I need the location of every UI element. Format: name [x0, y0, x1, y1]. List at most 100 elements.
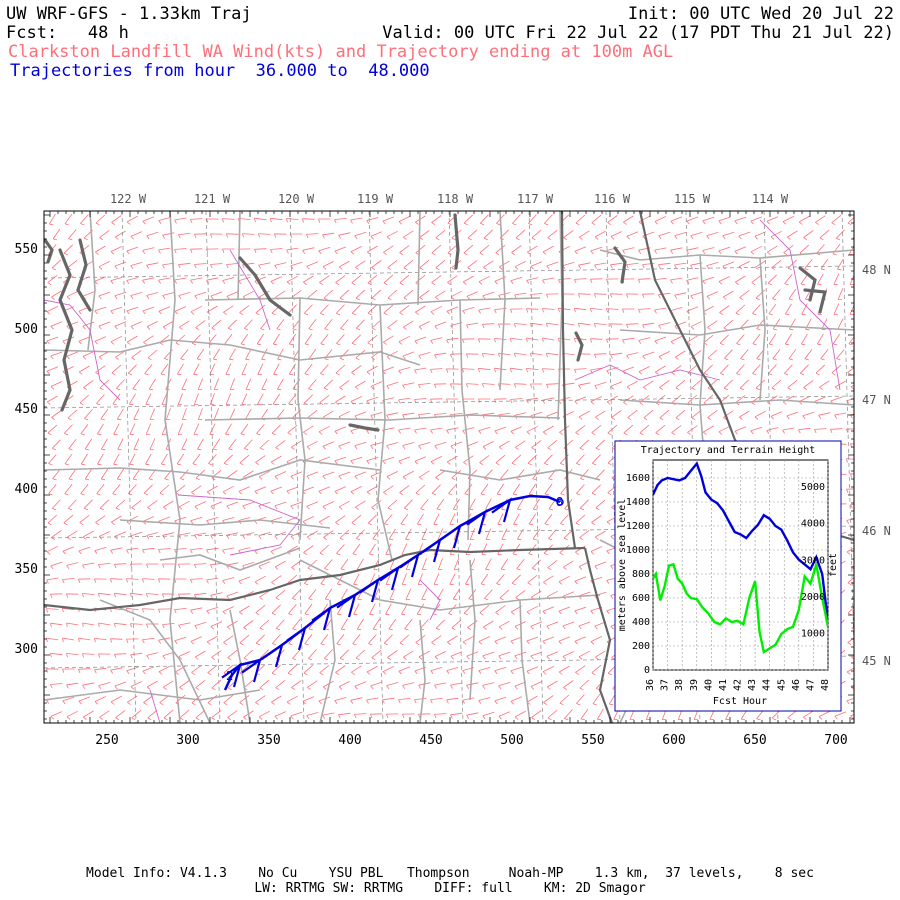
inset-x-tick-label: 40 — [703, 679, 714, 691]
trajectory-arrowhead — [441, 523, 462, 549]
grid-x-tick-label: 300 — [176, 733, 199, 748]
meridian-line — [205, 211, 221, 723]
water-body — [58, 248, 74, 412]
meridian-line — [121, 211, 137, 723]
inset-x-tick-label: 47 — [805, 679, 816, 691]
inset-y-tick-label-m: 1000 — [626, 545, 650, 556]
county-line — [469, 559, 476, 701]
inset-x-tick-label: 36 — [645, 679, 656, 691]
county-line — [229, 609, 251, 723]
inset-x-tick-label: 46 — [791, 679, 802, 691]
trajectory-endpoint — [556, 498, 564, 506]
inset-y-tick-label-m: 0 — [644, 665, 650, 676]
county-line — [377, 304, 393, 561]
longitude-label: 119 W — [357, 192, 394, 206]
grid-x-tick-label: 450 — [419, 733, 442, 748]
inset-title: Trajectory and Terrain Height — [641, 445, 816, 456]
inset-y-ticks-feet: 1000 2000 3000 4000 5000 — [801, 482, 825, 639]
grid-x-tick-label: 250 — [95, 733, 118, 748]
model-info-line: Model Info: V4.1.3 No Cu YSU PBL Thompso… — [86, 866, 814, 881]
inset-x-tick-label: 44 — [762, 679, 773, 691]
trajectory-hours: Trajectories from hour 36.000 to 48.000 — [10, 61, 430, 81]
county-line — [44, 459, 381, 481]
water-body — [798, 266, 817, 302]
water-body — [803, 288, 828, 314]
state-line — [583, 547, 614, 723]
county-line — [237, 211, 241, 301]
latitude-labels: 48 N 47 N 46 N 45 N — [862, 263, 891, 668]
init-time: Init: 00 UTC Wed 20 Jul 22 — [627, 4, 894, 24]
inset-ylabel-right: feet — [828, 553, 839, 577]
inset-x-tick-label: 48 — [820, 679, 831, 691]
county-line — [119, 519, 331, 529]
meridian-line — [763, 211, 779, 723]
county-line — [297, 297, 306, 541]
trajectory-arrowhead — [466, 509, 487, 535]
trajectory-arrowhead — [399, 552, 420, 578]
meridian-line — [368, 211, 384, 723]
trajectory-arrowhead — [311, 605, 332, 631]
trajectory-height-series — [653, 461, 828, 623]
grid-y-tick-label: 350 — [15, 562, 38, 577]
longitude-label: 117 W — [517, 192, 554, 206]
trajectory-end-label: 8 — [556, 495, 563, 509]
inset-xlabel: Fcst Hour — [713, 696, 767, 707]
meridian-line — [605, 211, 621, 723]
latitude-label: 48 N — [862, 263, 891, 277]
longitude-label: 120 W — [278, 192, 315, 206]
county-line — [759, 257, 766, 401]
inset-x-tick-label: 42 — [733, 679, 744, 691]
meridian-line — [289, 211, 305, 723]
road-line — [759, 219, 841, 391]
longitude-label: 115 W — [674, 192, 711, 206]
trajectory-terrain-inset: Trajectory and Terrain Height 36 37 38 39 40… — [614, 440, 842, 712]
county-line — [299, 559, 601, 611]
county-line — [699, 254, 706, 471]
inset-x-tick-label: 39 — [689, 679, 700, 691]
county-line — [44, 339, 421, 366]
inset-y-tick-label-m: 1600 — [626, 473, 650, 484]
inset-ylabel-left: meters above sea level — [617, 499, 628, 631]
grid-y-tick-label: 450 — [15, 402, 38, 417]
terrain-height-series — [653, 562, 828, 654]
inset-y-tick-label-m: 1200 — [626, 521, 650, 532]
longitude-label: 114 W — [752, 192, 789, 206]
county-line — [519, 599, 531, 723]
water-body — [348, 423, 380, 432]
inset-y-tick-label-ft: 3000 — [801, 555, 825, 566]
county-line — [459, 299, 471, 541]
inset-y-tick-label-ft: 1000 — [801, 628, 825, 639]
water-body — [453, 213, 460, 270]
water-body — [44, 238, 54, 264]
inset-y-tick-label-m: 200 — [632, 641, 650, 652]
trajectory-path — [221, 494, 564, 691]
inset-y-tick-label-m: 800 — [632, 569, 650, 580]
map-frame-ticks — [44, 211, 854, 723]
trajectory-arrowhead — [263, 642, 284, 668]
trajectory-arrowhead — [359, 577, 380, 603]
inset-y-ticks-meters: 0 200 400 600 800 1000 1200 1400 1600 — [626, 473, 650, 676]
county-boundaries — [44, 211, 854, 723]
inset-x-ticks: 36 37 38 39 40 41 42 43 44 45 46 47 48 — [645, 679, 831, 691]
grid-x-tick-label: 550 — [581, 733, 604, 748]
water-body — [76, 238, 92, 312]
inset-y-tick-label-ft: 2000 — [801, 592, 825, 603]
latitude-label: 46 N — [862, 524, 891, 538]
inset-x-tick-label: 38 — [674, 679, 685, 691]
water-body — [613, 246, 627, 284]
county-line — [619, 324, 854, 336]
model-title: UW WRF-GFS - 1.33km Traj — [6, 4, 252, 24]
grid-x-tick-label: 350 — [257, 733, 280, 748]
longitude-labels: 122 W 121 W 120 W 119 W 118 W 117 W 116 W 115 W… — [110, 192, 789, 206]
trajectory-arrowhead — [221, 662, 242, 688]
longitude-label: 122 W — [110, 192, 147, 206]
county-line — [319, 599, 336, 723]
meridian-line — [448, 211, 464, 723]
meridian-line — [685, 211, 701, 723]
water-body — [238, 256, 292, 317]
trajectory-arrowhead — [336, 592, 357, 618]
county-line — [419, 619, 426, 723]
grid-y-tick-label: 550 — [15, 242, 38, 257]
grid-y-tick-label: 300 — [15, 642, 38, 657]
